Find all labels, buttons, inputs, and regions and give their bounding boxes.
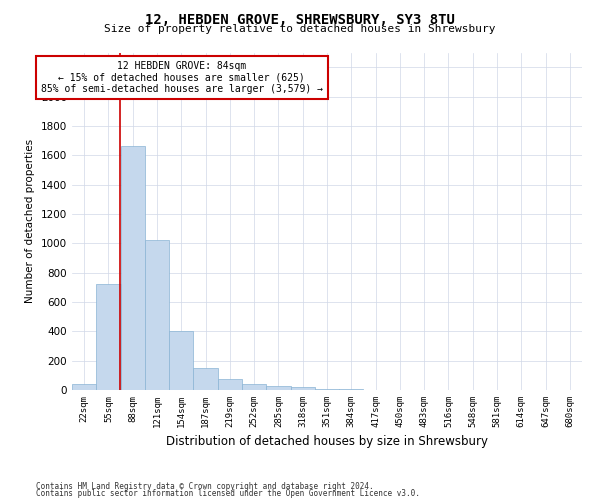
Bar [193,368,218,390]
Text: Contains public sector information licensed under the Open Government Licence v3: Contains public sector information licen… [36,490,420,498]
Bar [218,379,242,390]
Bar [72,384,96,390]
Bar [145,240,169,390]
Bar [315,388,339,390]
X-axis label: Distribution of detached houses by size in Shrewsbury: Distribution of detached houses by size … [166,436,488,448]
Bar [290,387,315,390]
Bar [96,284,121,390]
Text: Size of property relative to detached houses in Shrewsbury: Size of property relative to detached ho… [104,24,496,34]
Text: 12 HEBDEN GROVE: 84sqm
← 15% of detached houses are smaller (625)
85% of semi-de: 12 HEBDEN GROVE: 84sqm ← 15% of detached… [41,61,323,94]
Text: Contains HM Land Registry data © Crown copyright and database right 2024.: Contains HM Land Registry data © Crown c… [36,482,374,491]
Bar [266,386,290,390]
Text: 12, HEBDEN GROVE, SHREWSBURY, SY3 8TU: 12, HEBDEN GROVE, SHREWSBURY, SY3 8TU [145,12,455,26]
Y-axis label: Number of detached properties: Number of detached properties [25,139,35,304]
Bar [242,384,266,390]
Bar [169,332,193,390]
Bar [121,146,145,390]
